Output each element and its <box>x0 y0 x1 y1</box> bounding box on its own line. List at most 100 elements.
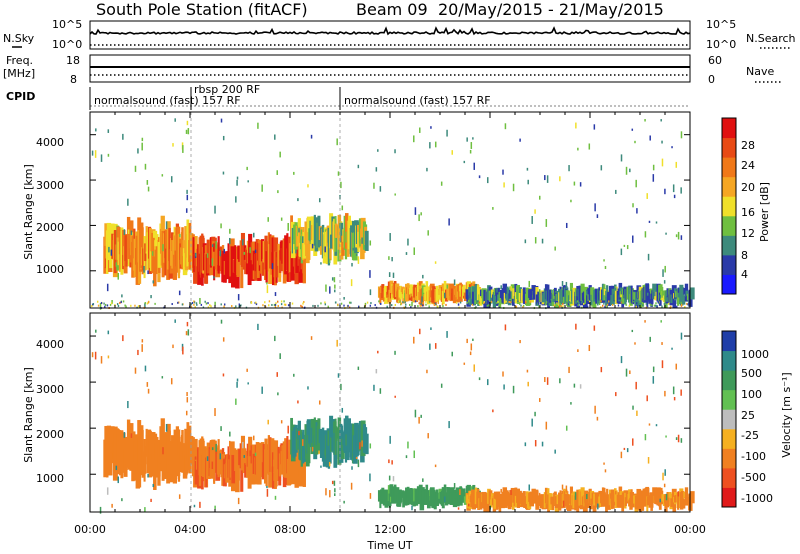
power-echo-dot <box>655 302 657 305</box>
velocity-echo-cell <box>483 495 487 503</box>
power-echo-dot <box>545 301 548 304</box>
power-echo-cell <box>334 223 338 238</box>
power-echo-dot <box>404 301 406 304</box>
velocity-echo-dot <box>144 365 147 372</box>
power-echo-dot <box>178 290 181 296</box>
power-echo-cell <box>634 291 639 306</box>
power-echo-dot <box>534 237 537 244</box>
power-echo-dot <box>644 231 647 238</box>
power-echo-dot <box>380 302 382 305</box>
power-echo-dot <box>651 304 653 307</box>
power-echo-dot <box>193 303 195 306</box>
velocity-echo-dot <box>243 455 246 458</box>
power-echo-dot <box>652 174 655 182</box>
power-echo-dot <box>486 177 489 184</box>
power-echo-dot <box>468 299 470 303</box>
power-echo-dot <box>104 303 107 306</box>
velocity-echo-dot <box>147 473 149 478</box>
power-echo-cell <box>441 283 445 298</box>
velocity-echo-cell <box>302 455 306 487</box>
power-echo-dot <box>193 300 195 303</box>
power-echo-dot <box>632 302 635 305</box>
power-echo-dot <box>287 222 289 231</box>
power-echo-dot <box>427 230 429 236</box>
power-echo-cell <box>405 283 408 302</box>
power-echo-dot <box>577 304 579 307</box>
power-echo-dot <box>317 304 319 307</box>
power-echo-dot <box>527 179 529 185</box>
power-echo-dot <box>148 300 150 303</box>
power-echo-dot <box>665 232 667 235</box>
velocity-echo-cell <box>580 487 585 505</box>
power-echo-dot <box>414 207 417 215</box>
power-echo-dot <box>364 302 367 305</box>
power-echo-dot <box>283 303 286 306</box>
power-echo-dot <box>107 129 110 133</box>
velocity-echo-cell <box>542 496 545 507</box>
velocity-echo-cell <box>474 487 478 505</box>
velocity-echo-dot <box>127 400 129 409</box>
velocity-echo-dot <box>310 336 313 340</box>
power-colorbar-label: Power [dB] <box>758 182 771 242</box>
velocity-echo-dot <box>287 425 289 434</box>
power-echo-cell <box>292 239 296 256</box>
power-echo-dot <box>100 154 103 162</box>
xtick-2400: 00:00 <box>674 523 706 536</box>
power-echo-cell <box>576 291 580 308</box>
power-echo-dot <box>298 228 300 233</box>
velocity-echo-dot <box>604 469 607 473</box>
velocity-cbar-tick-neg500: -500 <box>741 471 766 484</box>
velocity-echo-dot <box>186 321 189 327</box>
power-echo-cell <box>603 288 606 296</box>
velocity-echo-dot <box>665 493 668 501</box>
power-echo-dot <box>122 300 125 303</box>
power-echo-dot <box>182 145 184 153</box>
velocity-echo-layer <box>91 319 695 514</box>
cpid-segment-3: normalsound (fast) 157 RF <box>344 94 491 107</box>
power-echo-cell <box>265 251 268 283</box>
velocity-echo-cell <box>302 434 306 462</box>
velocity-echo-dot <box>446 331 448 338</box>
power-echo-dot <box>238 305 240 308</box>
power-echo-dot <box>570 301 573 304</box>
power-echo-dot <box>559 302 561 305</box>
velocity-echo-dot <box>623 447 626 450</box>
power-echo-dot <box>579 182 582 187</box>
power-echo-dot <box>144 302 146 305</box>
power-echo-cell <box>674 291 678 298</box>
velocity-echo-cell <box>674 494 678 502</box>
xtick-0400: 04:00 <box>174 523 206 536</box>
power-echo-dot <box>665 290 668 297</box>
velocity-echo-dot <box>519 339 521 344</box>
power-echo-dot <box>222 171 225 175</box>
velocity-echo-dot <box>254 452 257 456</box>
power-echo-dot <box>107 153 110 157</box>
velocity-echo-dot <box>144 507 146 512</box>
velocity-echo-dot <box>151 454 154 459</box>
velocity-echo-dot <box>620 498 622 502</box>
power-echo-dot <box>686 303 689 306</box>
velocity-echo-dot <box>453 483 456 489</box>
power-echo-cell <box>661 290 667 298</box>
velocity-echo-cell <box>139 425 144 476</box>
power-echo-cell <box>512 288 516 299</box>
power-echo-dot <box>328 258 331 264</box>
velocity-echo-dot <box>170 378 173 385</box>
power-echo-dot <box>478 301 481 304</box>
velocity-echo-dot <box>394 350 396 355</box>
power-echo-dot <box>620 300 622 303</box>
power-echo-dot <box>466 301 468 304</box>
velocity-echo-dot <box>110 452 113 459</box>
velocity-echo-dot <box>247 382 249 385</box>
power-echo-dot <box>355 253 358 256</box>
power-echo-dot <box>639 303 641 306</box>
power-echo-dot <box>661 140 663 144</box>
power-echo-dot <box>103 302 105 305</box>
power-echo-dot <box>137 148 139 154</box>
velocity-echo-dot <box>237 497 240 505</box>
velocity-echo-dot <box>220 426 222 431</box>
velocity-echo-dot <box>186 397 189 403</box>
velocity-echo-dot <box>644 434 647 441</box>
velocity-echo-dot <box>328 461 331 467</box>
velocity-echo-dot <box>646 395 648 402</box>
